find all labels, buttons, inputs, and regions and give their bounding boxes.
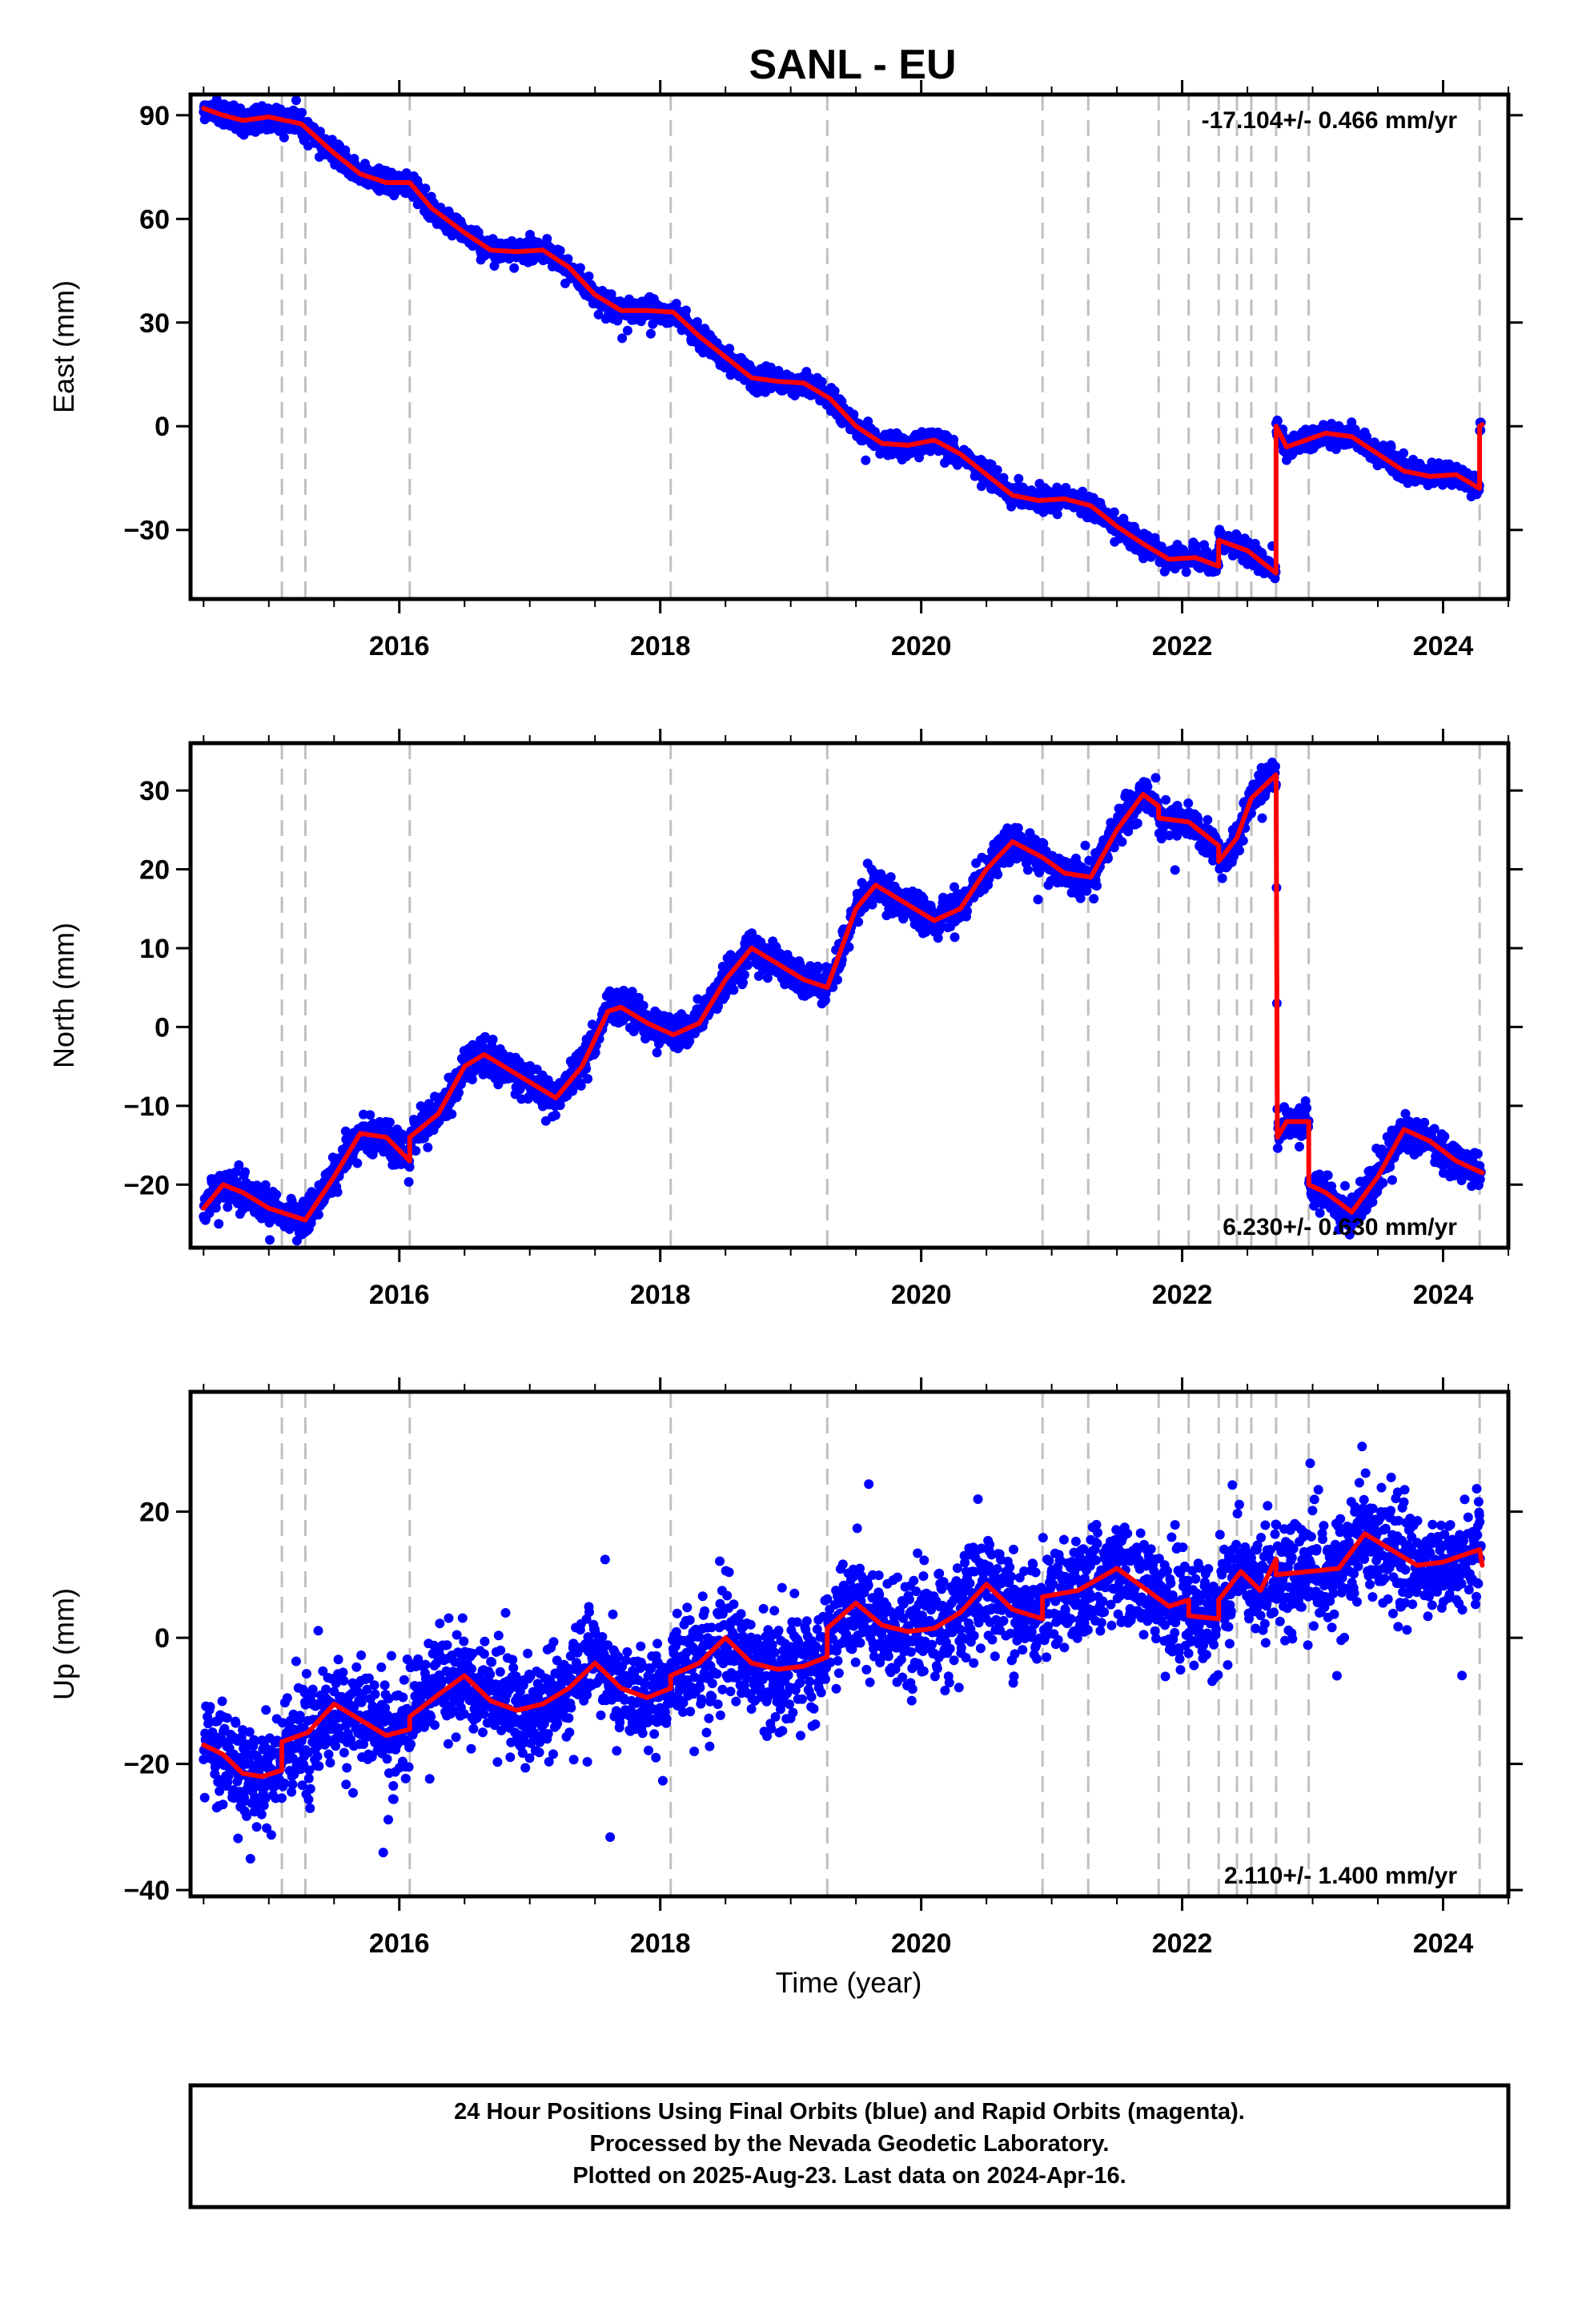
east-position-point xyxy=(1138,553,1149,564)
east-position-point xyxy=(645,328,656,339)
east-position-point xyxy=(291,95,301,106)
north-position-point xyxy=(223,1202,233,1212)
east-position-point xyxy=(671,299,681,309)
north-position-point xyxy=(488,1035,498,1044)
east-position-point xyxy=(1052,509,1062,520)
east-position-point xyxy=(420,183,431,194)
east-position-point xyxy=(211,94,222,105)
east-velocity-label: -17.104+/- 0.466 mm/yr xyxy=(1202,107,1458,134)
north-position-point xyxy=(411,1146,421,1156)
north-position-point xyxy=(214,1219,224,1229)
east-y-tick-label: 60 xyxy=(139,204,170,235)
east-position-point xyxy=(575,263,585,273)
east-position-point xyxy=(648,319,658,329)
east-position-point xyxy=(817,376,827,387)
east-position-point xyxy=(1061,483,1071,493)
east-position-point xyxy=(279,132,289,143)
east-position-point xyxy=(861,455,871,465)
north-position-point xyxy=(747,928,757,939)
north-position-point xyxy=(454,1088,464,1098)
north-position-point xyxy=(781,975,791,984)
north-position-point xyxy=(240,1167,250,1177)
east-position-point xyxy=(1272,416,1283,426)
east-position-point xyxy=(1078,486,1088,497)
east-position-point xyxy=(315,127,325,137)
east-panel: 2016 2018 2020 2022 2024 −30 0 30 60 90 East (mm) -… xyxy=(47,80,1523,661)
north-position-point xyxy=(404,1176,414,1187)
north-position-point xyxy=(260,1180,271,1190)
north-position-point xyxy=(833,975,842,985)
north-position-point xyxy=(332,1187,343,1197)
east-y-tick-label: 30 xyxy=(139,308,170,339)
east-y-tick-label: −30 xyxy=(123,516,170,546)
east-position-point xyxy=(584,271,594,281)
east-position-point xyxy=(617,333,628,344)
east-position-point xyxy=(949,434,959,444)
east-position-point xyxy=(725,344,735,354)
east-position-point xyxy=(681,305,691,316)
north-position-point xyxy=(729,985,739,995)
north-position-point xyxy=(271,1189,282,1200)
east-y-axis-label: East (mm) xyxy=(47,280,80,413)
north-position-point xyxy=(739,970,749,980)
north-position-point xyxy=(652,1047,662,1058)
east-position-point xyxy=(1109,507,1119,517)
east-x-tick-label: 2018 xyxy=(630,631,691,661)
east-position-point xyxy=(692,317,702,327)
north-position-point xyxy=(813,963,823,974)
east-position-point xyxy=(563,254,573,264)
north-position-point xyxy=(762,973,773,983)
north-position-point xyxy=(576,1080,586,1091)
east-x-tick-label: 2016 xyxy=(369,631,430,661)
north-position-point xyxy=(555,1100,565,1111)
east-position-point xyxy=(555,245,565,255)
north-position-point xyxy=(742,960,753,971)
north-position-point xyxy=(467,1075,477,1084)
north-position-point xyxy=(365,1110,375,1120)
east-position-point xyxy=(509,263,520,273)
east-position-point xyxy=(1399,448,1409,458)
north-position-point xyxy=(590,1047,600,1058)
east-plot-frame xyxy=(188,92,1511,601)
north-position-point xyxy=(638,1000,648,1011)
north-position-point xyxy=(738,978,748,987)
east-model-line xyxy=(201,106,1485,576)
east-position-point xyxy=(1191,541,1202,551)
east-position-point xyxy=(1014,473,1024,484)
east-position-point xyxy=(297,107,307,118)
east-position-point xyxy=(849,409,859,420)
north-position-point xyxy=(384,1117,395,1128)
north-position-point xyxy=(352,1158,363,1168)
east-position-point xyxy=(1181,567,1191,577)
east-position-point xyxy=(622,325,632,336)
north-position-point xyxy=(234,1160,244,1170)
north-position-point xyxy=(404,1162,415,1172)
north-position-point xyxy=(627,987,637,997)
east-x-tick-label: 2024 xyxy=(1413,631,1474,661)
north-position-point xyxy=(583,1074,593,1084)
east-y-tick-label: 90 xyxy=(139,101,170,131)
east-y-tick-label: 0 xyxy=(155,412,170,442)
north-position-point xyxy=(265,1235,275,1245)
east-position-point xyxy=(593,309,604,320)
east-x-tick-label: 2022 xyxy=(1152,631,1213,661)
north-position-point xyxy=(478,1069,488,1080)
north-position-point xyxy=(447,1109,457,1120)
chart-title: SANL - EU xyxy=(749,42,956,88)
north-position-point xyxy=(313,1209,323,1220)
east-x-tick-label: 2020 xyxy=(891,631,952,661)
north-position-point xyxy=(713,1001,723,1011)
east-position-point xyxy=(1386,442,1396,452)
north-position-point xyxy=(550,1110,560,1120)
east-position-point xyxy=(914,452,924,463)
east-position-point xyxy=(1257,549,1267,559)
north-position-point xyxy=(423,1142,433,1152)
east-position-point xyxy=(992,464,1002,475)
